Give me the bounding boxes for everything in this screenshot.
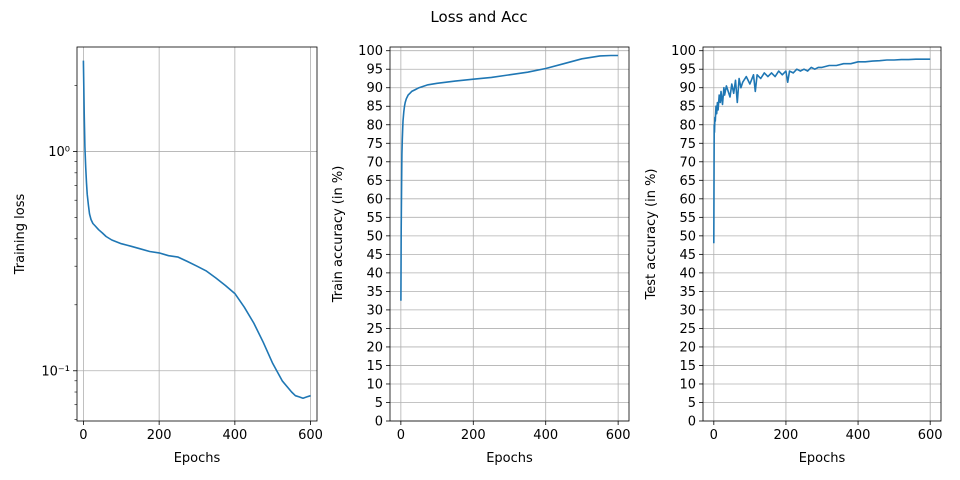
x-axis-label: Epochs [174,451,221,466]
y-tick-label: 45 [366,248,383,263]
x-axis-label: Epochs [799,451,846,466]
y-tick-label: 15 [679,359,696,374]
series-line [82,60,311,400]
y-tick-label: 15 [366,359,383,374]
y-tick-label: 55 [366,211,383,226]
y-tick-label: 100 [671,44,696,59]
y-tick-label: 65 [679,174,696,189]
y-tick-label: 100 [358,44,383,59]
y-tick-label: 75 [366,137,383,152]
y-tick-label: 80 [366,118,383,133]
y-tick-label: 85 [679,100,696,115]
y-tick-label: 10⁰ [48,145,70,160]
y-tick-label: 85 [366,100,383,115]
x-tick-label: 0 [710,428,718,443]
plot-area-frame [389,46,630,422]
y-tick-label: 60 [679,192,696,207]
y-tick-label: 30 [366,303,383,318]
y-tick-label: 95 [679,63,696,78]
y-tick-label: 10 [366,377,383,392]
y-tick-label: 10⁻¹ [41,364,70,379]
y-tick-label: 30 [679,303,696,318]
y-tick-label: 45 [679,248,696,263]
series-line [400,54,619,301]
x-tick-label: 0 [397,428,405,443]
series-line [712,58,931,244]
x-tick-label: 400 [222,428,247,443]
y-tick-label: 90 [366,81,383,96]
chart-panel-1: 0 200 400 600 10⁰ 10⁻¹ Epochs Training loss [13,46,323,466]
y-tick-label: 70 [679,155,696,170]
y-axis-label: Test accuracy (in %) [644,169,659,301]
x-tick-label: 400 [533,428,558,443]
y-tick-label: 90 [679,81,696,96]
x-tick-label: 600 [298,428,323,443]
y-tick-label: 5 [375,396,383,411]
y-tick-label: 60 [366,192,383,207]
y-tick-label: 25 [679,322,696,337]
y-tick-label: 95 [366,63,383,78]
figure-title: Loss and Acc [430,8,527,26]
y-tick-label: 5 [688,396,696,411]
y-tick-label: 50 [366,229,383,244]
x-tick-label: 400 [846,428,871,443]
y-tick-label: 40 [366,266,383,281]
y-tick-label: 0 [375,415,383,430]
x-tick-label: 200 [774,428,799,443]
y-tick-label: 75 [679,137,696,152]
y-tick-label: 20 [679,340,696,355]
x-axis-label: Epochs [486,451,533,466]
y-tick-label: 50 [679,229,696,244]
x-tick-label: 200 [147,428,172,443]
y-tick-label: 25 [366,322,383,337]
y-tick-label: 70 [366,155,383,170]
y-tick-label: 40 [679,266,696,281]
y-tick-label: 80 [679,118,696,133]
plot-area-frame [702,46,942,422]
chart-panel-2: 0 200 400 600 0 5 10 15 20 25 30 35 40 45 50 55 60 65 70 75… [331,44,631,466]
y-tick-label: 0 [688,415,696,430]
x-tick-label: 600 [918,428,943,443]
y-tick-label: 65 [366,174,383,189]
y-axis-label: Train accuracy (in %) [331,166,346,304]
x-tick-label: 200 [461,428,486,443]
chart-panel-3: 0 200 400 600 0 5 10 15 20 25 30 35 40 45 50 55 60 65 70 75… [644,44,943,466]
y-tick-label: 35 [366,285,383,300]
plot-area-frame [76,46,318,422]
x-tick-label: 0 [79,428,87,443]
x-tick-label: 600 [606,428,631,443]
y-tick-label: 20 [366,340,383,355]
y-tick-label: 35 [679,285,696,300]
y-axis-label: Training loss [13,194,28,276]
y-tick-label: 55 [679,211,696,226]
y-tick-label: 10 [679,377,696,392]
